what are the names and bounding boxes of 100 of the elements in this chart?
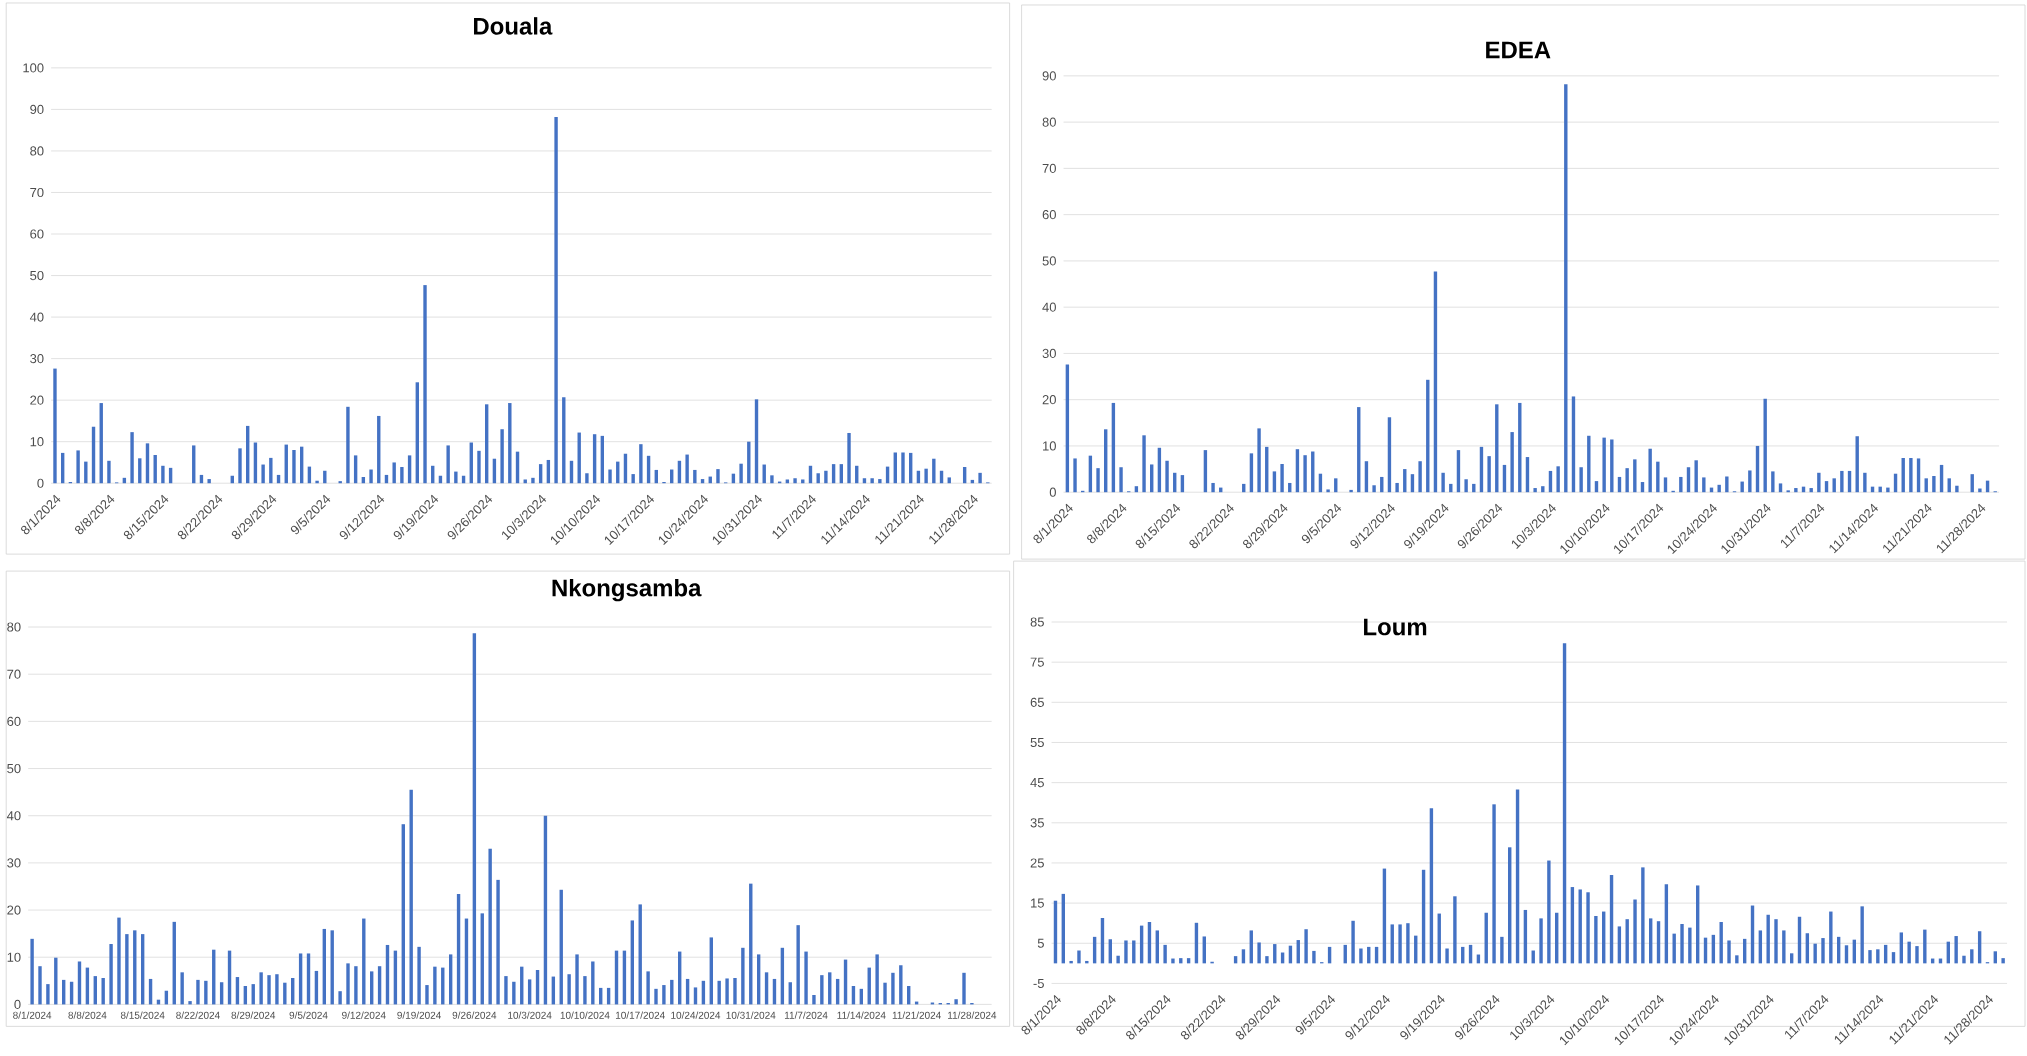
bar [425, 985, 429, 1005]
bar [1406, 923, 1410, 964]
bar [1932, 476, 1936, 493]
bar [188, 1001, 192, 1005]
bar [1648, 448, 1652, 493]
y-tick-label: 50 [7, 764, 21, 774]
bar [1594, 916, 1598, 964]
bar [1500, 937, 1504, 964]
bar [1962, 955, 1966, 964]
bar [1142, 435, 1146, 493]
y-tick-label: 100 [23, 63, 44, 73]
bar [46, 984, 50, 1005]
bar [423, 285, 427, 484]
bar [417, 947, 421, 1005]
bar [53, 368, 57, 484]
bar [1069, 961, 1073, 964]
bar [1453, 896, 1457, 964]
y-tick-label: 80 [30, 146, 44, 156]
x-tick-label: 8/22/2024 [176, 1011, 220, 1020]
bar [512, 982, 516, 1005]
bar [785, 479, 790, 484]
bar [1840, 471, 1844, 493]
bar [1782, 930, 1786, 964]
bar [554, 117, 558, 484]
bar [1539, 918, 1543, 964]
bar [1774, 919, 1778, 964]
bar [1817, 473, 1821, 493]
chart-title: EDEA [1486, 41, 1551, 59]
bar [947, 477, 951, 484]
bar [725, 978, 729, 1005]
bar [153, 455, 157, 484]
bar [1915, 946, 1919, 964]
bar [1748, 470, 1752, 493]
bar [1077, 950, 1081, 964]
bar [109, 944, 113, 1005]
bar [531, 478, 535, 484]
y-tick-label: 30 [30, 354, 44, 364]
y-tick-label: 40 [6, 811, 21, 821]
y-tick-label: 30 [7, 858, 21, 868]
x-tick-label: 10/17/2024 [615, 1011, 665, 1020]
bar [1163, 945, 1167, 964]
bar [400, 467, 404, 484]
bar [1771, 471, 1775, 493]
bar [1978, 488, 1982, 493]
y-tick-label: 80 [1042, 117, 1056, 127]
bar [1717, 485, 1721, 493]
bar [741, 948, 745, 1005]
bar [1955, 485, 1959, 493]
bar [204, 981, 208, 1005]
bar [500, 429, 504, 484]
bar [392, 462, 396, 484]
y-tick-label: 50 [1042, 256, 1056, 266]
bar [1395, 483, 1399, 493]
y-tick-label: 10 [7, 952, 21, 963]
bar [1326, 489, 1330, 493]
bar [1541, 486, 1545, 493]
bar [1813, 943, 1817, 964]
y-tick-label: 90 [30, 105, 44, 115]
bar [816, 473, 820, 484]
y-tick-label: 75 [1030, 657, 1044, 667]
bar [477, 451, 481, 484]
bar [685, 454, 689, 484]
y-tick-label: 0 [1049, 487, 1056, 498]
bar [1587, 436, 1591, 493]
y-tick-label: 70 [7, 669, 21, 680]
y-tick-label: 30 [1042, 349, 1056, 359]
bar [954, 999, 958, 1005]
bar [504, 976, 508, 1005]
bar [1441, 473, 1445, 493]
bar [932, 458, 936, 484]
bar [796, 925, 800, 1005]
y-tick-label: 20 [1042, 395, 1056, 405]
y-tick-label: 45 [1030, 778, 1044, 788]
bar [76, 450, 80, 484]
bar [899, 965, 903, 1005]
bar [1656, 461, 1660, 493]
bar [1359, 948, 1363, 964]
bar [1860, 906, 1864, 964]
bar [409, 790, 413, 1005]
bar [1923, 929, 1927, 964]
bar [101, 978, 105, 1005]
y-tick-label: 0 [14, 1000, 21, 1010]
chart-title: Douala [474, 17, 553, 35]
bar [1663, 477, 1668, 493]
bar [1265, 956, 1269, 964]
bar [1809, 488, 1813, 493]
bar [1464, 479, 1468, 493]
bar [338, 991, 342, 1005]
x-tick-label: 8/15/2024 [120, 1011, 165, 1020]
bar [1719, 922, 1723, 964]
bar [662, 985, 666, 1005]
bar [454, 471, 458, 484]
chart-title: Nkongsamba [552, 579, 702, 602]
x-tick-label: 11/14/2024 [837, 1011, 886, 1020]
bar [1909, 458, 1913, 493]
bar [1510, 432, 1514, 493]
x-tick-label: 10/31/2024 [726, 1011, 776, 1020]
bar [978, 473, 982, 484]
y-tick-label: 60 [7, 717, 21, 727]
bar [1829, 911, 1833, 964]
